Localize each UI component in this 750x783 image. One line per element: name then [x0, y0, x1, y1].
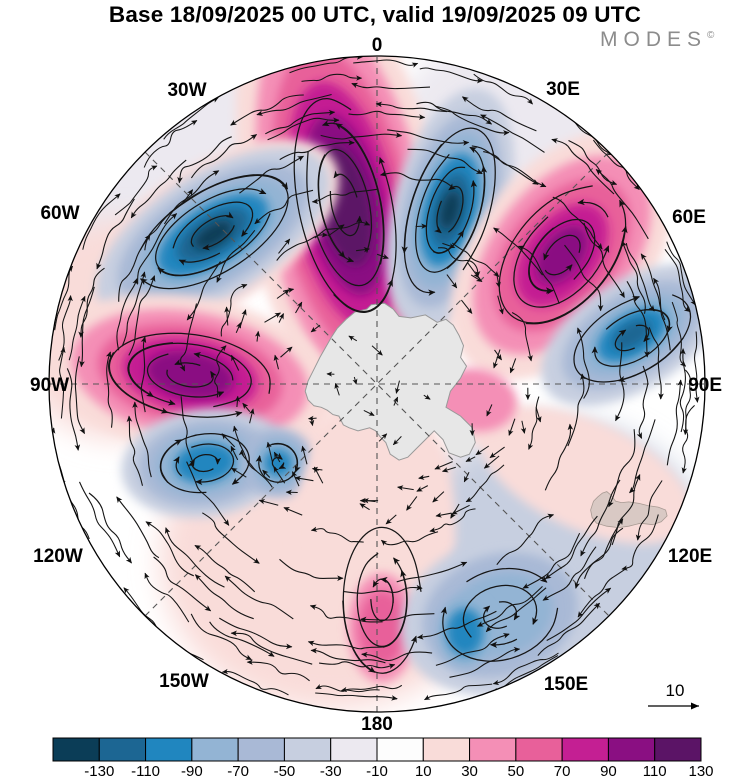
svg-text:180: 180	[361, 714, 393, 735]
svg-text:-70: -70	[227, 763, 249, 780]
svg-text:0: 0	[372, 35, 383, 56]
svg-text:120E: 120E	[668, 546, 712, 567]
svg-text:150W: 150W	[159, 671, 209, 692]
svg-text:30: 30	[461, 763, 478, 780]
svg-text:-130: -130	[84, 763, 114, 780]
svg-text:90E: 90E	[688, 375, 722, 396]
svg-text:50: 50	[508, 763, 525, 780]
svg-text:10: 10	[415, 763, 432, 780]
svg-text:-90: -90	[181, 763, 203, 780]
svg-text:-50: -50	[274, 763, 296, 780]
svg-text:10: 10	[666, 681, 685, 700]
svg-text:30W: 30W	[167, 80, 206, 101]
svg-text:60E: 60E	[672, 207, 706, 228]
svg-text:120W: 120W	[33, 546, 83, 567]
svg-text:90W: 90W	[30, 375, 69, 396]
svg-text:150E: 150E	[544, 674, 588, 695]
svg-text:90: 90	[600, 763, 617, 780]
svg-text:-10: -10	[366, 763, 388, 780]
svg-text:60W: 60W	[40, 203, 79, 224]
svg-text:-110: -110	[131, 763, 160, 780]
svg-text:30E: 30E	[546, 79, 580, 100]
svg-text:70: 70	[554, 763, 571, 780]
svg-text:110: 110	[643, 763, 667, 780]
svg-text:-30: -30	[320, 763, 342, 780]
svg-text:130: 130	[688, 763, 713, 780]
